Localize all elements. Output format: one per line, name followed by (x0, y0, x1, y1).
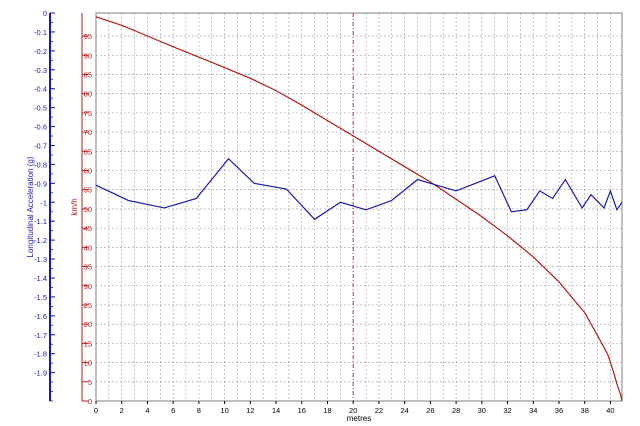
x-tick-label: 8 (197, 406, 201, 415)
x-axis-label: metres (347, 414, 371, 423)
x-tick-label: 20 (349, 406, 357, 415)
x-tick-label: 24 (400, 406, 408, 415)
x-tick-label: 32 (503, 406, 511, 415)
y-right-tick-label: 30 (84, 282, 92, 291)
y-right-tick-label: 25 (84, 301, 92, 310)
grid-lines (96, 13, 622, 401)
y-left-tick-label: -1.6 (34, 312, 47, 321)
y-right-tick-label: 80 (84, 90, 92, 99)
y-right-tick-label: 70 (84, 128, 92, 137)
y-left-tick-label: -1.9 (34, 369, 47, 378)
right-axis-ticks: 0 5 10 15 20 25 30 35 40 45 50 55 60 65 70 75 80 85 90 95 (82, 32, 92, 406)
y-right-tick-label: 75 (84, 109, 92, 118)
y-left-tick-label: -0.3 (34, 66, 47, 75)
y-right-axis-label: km/h (70, 198, 79, 215)
y-left-tick-label: -0.1 (34, 28, 47, 37)
x-tick-label: 22 (375, 406, 383, 415)
series-speed-line (95, 16, 623, 402)
y-left-tick-label: -0.9 (34, 179, 47, 188)
x-tick-label: 38 (581, 406, 589, 415)
y-right-tick-label: 55 (84, 186, 92, 195)
y-right-tick-label: 10 (84, 359, 92, 368)
x-tick-label: 34 (529, 406, 537, 415)
y-right-tick-label: 15 (84, 339, 92, 348)
left-axis-ticks: 0 -0.1 -0.2 -0.3 -0.4 -0.5 -0.6 -0.7 -0.8 -0.9 -1 -… (34, 9, 55, 402)
y-right-tick-label: 90 (84, 51, 92, 60)
y-right-tick-label: 85 (84, 70, 92, 79)
y-left-tick-label: -1.8 (34, 350, 47, 359)
x-tick-label: 0 (94, 406, 98, 415)
y-right-tick-label: 5 (88, 378, 92, 387)
y-right-tick-label: 0 (88, 397, 92, 406)
y-left-tick-label: -1.2 (34, 236, 47, 245)
y-right-tick-label: 45 (84, 224, 92, 233)
x-tick-label: 16 (298, 406, 306, 415)
x-tick-label: 28 (452, 406, 460, 415)
y-left-tick-label: -0.7 (34, 141, 47, 150)
y-right-tick-label: 95 (84, 32, 92, 41)
y-left-axis-label: Longitudinal Acceleration (g) (26, 156, 35, 257)
y-right-tick-label: 20 (84, 320, 92, 329)
x-tick-label: 14 (272, 406, 280, 415)
y-right-tick-label: 40 (84, 243, 92, 252)
x-tick-label: 4 (145, 406, 149, 415)
y-left-tick-label: -0.2 (34, 47, 47, 56)
x-tick-label: 10 (220, 406, 228, 415)
y-right-tick-label: 35 (84, 263, 92, 272)
y-left-tick-label: -1.3 (34, 255, 47, 264)
x-tick-label: 6 (171, 406, 175, 415)
y-left-tick-label: -0.6 (34, 123, 47, 132)
series-acceleration-line (95, 157, 623, 221)
x-tick-label: 18 (323, 406, 331, 415)
x-tick-label: 12 (246, 406, 254, 415)
y-right-tick-label: 60 (84, 167, 92, 176)
plot-area (95, 12, 623, 402)
y-left-tick-label: -0.4 (34, 85, 47, 94)
y-right-tick-label: 65 (84, 147, 92, 156)
y-left-tick-label: -1.5 (34, 293, 47, 302)
y-left-tick-label: -0.5 (34, 104, 47, 113)
y-left-tick-label: -1.4 (34, 274, 47, 283)
y-left-tick-label: -1.1 (34, 217, 47, 226)
x-tick-label: 40 (606, 406, 614, 415)
y-left-tick-label: 0 (43, 9, 47, 18)
x-axis-ticks: 0 2 4 6 8 10 12 14 16 18 20 22 24 26 28 30 32 34 36 38 40 (94, 401, 615, 415)
x-tick-label: 30 (478, 406, 486, 415)
y-left-tick-label: -0.8 (34, 160, 47, 169)
y-right-tick-label: 50 (84, 205, 92, 214)
x-tick-label: 36 (555, 406, 563, 415)
x-tick-label: 26 (426, 406, 434, 415)
y-left-tick-label: -1 (40, 198, 47, 207)
x-tick-label: 2 (120, 406, 124, 415)
y-left-tick-label: -1.7 (34, 331, 47, 340)
